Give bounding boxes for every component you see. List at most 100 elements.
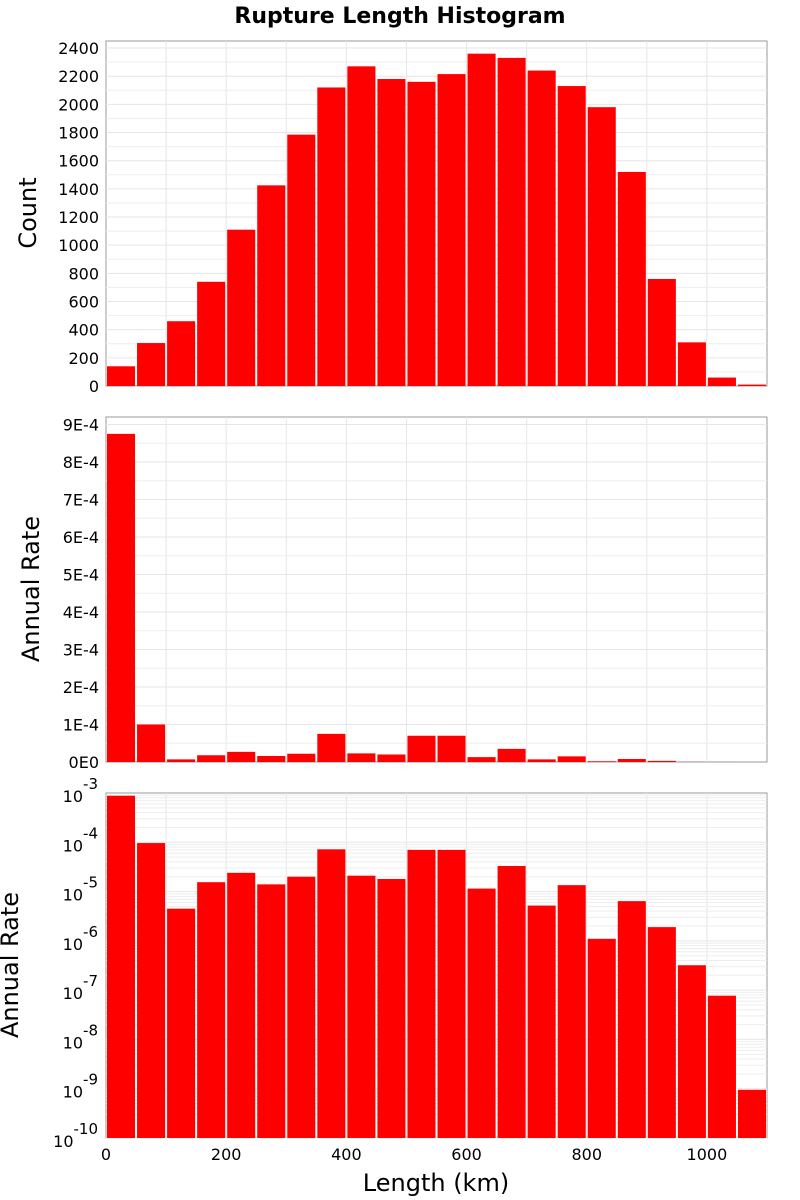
y-tick-label: 9E-4	[63, 416, 99, 435]
bar: 0.00088	[107, 795, 136, 1138]
y-tick-label: 600	[68, 293, 99, 312]
bar: 0.000018	[197, 755, 226, 762]
y-tick-label: 1600	[58, 152, 99, 171]
bar: 0.000022	[287, 753, 316, 762]
y-tick-label: 1E-4	[63, 716, 99, 735]
bar: 0.00007	[437, 849, 466, 1138]
bar: 2240	[527, 70, 556, 387]
bar: 3.2e-7	[677, 965, 706, 1138]
bar: 2160	[407, 81, 436, 386]
bar: 460	[167, 321, 196, 386]
y-tick-label: 800	[68, 264, 99, 283]
bar: 2120	[317, 87, 346, 386]
bar: 2270	[347, 66, 376, 387]
y-tick-label: 10-9	[63, 1071, 98, 1102]
bar: 2215	[437, 74, 466, 387]
bar: 0.000023	[347, 753, 376, 762]
plot-area	[105, 416, 768, 763]
y-tick-label: 0	[89, 377, 99, 396]
x-tick-label: 1000	[687, 1145, 728, 1164]
bar: 0.0000135	[557, 885, 586, 1138]
y-tick-label: 7E-4	[63, 491, 99, 510]
y-tick-label: 10-8	[63, 1021, 98, 1052]
bar: 760	[647, 278, 676, 386]
y-tick-label: 10-4	[63, 824, 98, 855]
y-tick-label: 1400	[58, 180, 99, 199]
bar: 0.0000045	[167, 908, 196, 1138]
bar: 0.0000019	[647, 927, 676, 1138]
bar: 740	[197, 281, 226, 386]
y-tick-label: 200	[68, 349, 99, 368]
y-tick-label: 10-10	[53, 1120, 98, 1151]
bar: 0.000021	[347, 875, 376, 1138]
x-tick-label: 0	[101, 1145, 111, 1164]
y-tick-label: 400	[68, 321, 99, 340]
y-tick-label: 10-3	[63, 775, 98, 806]
bar: 0.000072	[317, 849, 346, 1138]
y-tick-label: 2000	[58, 95, 99, 114]
y-tick-label: 2400	[58, 39, 99, 58]
bar: 0.0000052	[527, 905, 556, 1138]
bar: 0.0000155	[197, 882, 226, 1138]
bar: 0.0000965	[137, 843, 166, 1138]
bar: 0.000014	[257, 884, 286, 1138]
bar: 0.0000011	[587, 938, 616, 1138]
chart-panel-1: 1403054607401110142517852120227021802160…	[14, 39, 768, 396]
y-tick-label: 1000	[58, 236, 99, 255]
bar: 0.00007	[407, 735, 436, 762]
bar: 0.000024	[227, 872, 256, 1138]
y-tick-label: 2200	[58, 67, 99, 86]
bar: 1785	[287, 134, 316, 386]
bar: 0.000035	[497, 748, 526, 762]
bar: 0.000033	[497, 866, 526, 1138]
bar: 1110	[227, 229, 256, 386]
y-tick-label: 4E-4	[63, 603, 99, 622]
bar: 1425	[257, 185, 286, 386]
bar: 0.000018	[377, 878, 406, 1138]
bar: 0.00007	[437, 735, 466, 762]
bar: 0.000007	[167, 759, 196, 762]
y-tick-label: 3E-4	[63, 641, 99, 660]
chart-panel-3: 0.000880.00009650.00000450.00001550.0000…	[0, 775, 768, 1164]
bar: 310	[677, 342, 706, 386]
bar: 305	[137, 343, 166, 386]
x-tick-label: 400	[331, 1145, 362, 1164]
y-tick-label: 8E-4	[63, 453, 99, 472]
y-tick-label: 2E-4	[63, 678, 99, 697]
bar: 0.000002	[587, 761, 616, 762]
y-axis-label: Count	[14, 177, 42, 248]
y-tick-label: 1800	[58, 124, 99, 143]
y-tick-label: 5E-4	[63, 566, 99, 585]
bar: 0.000015	[557, 756, 586, 762]
bar: 60	[707, 377, 736, 386]
bar: 0.0000064	[617, 901, 646, 1138]
chart-title: Rupture Length Histogram	[234, 4, 565, 29]
bar: 0.000016	[257, 756, 286, 762]
bar: 0.00002	[377, 754, 406, 762]
bar: 0.0000115	[467, 888, 496, 1138]
bar: 0.000075	[317, 733, 346, 762]
bar: 2360	[467, 53, 496, 387]
bar: 9.5e-10	[737, 1089, 766, 1138]
x-tick-label: 200	[211, 1145, 242, 1164]
bar: 0.00007	[407, 849, 436, 1138]
y-tick-label: 6E-4	[63, 528, 99, 547]
chart-panel-2: 0.0008750.00010.0000070.0000180.0000270.…	[17, 416, 768, 772]
bar: 2180	[377, 79, 406, 386]
bar: 7.7e-8	[707, 995, 736, 1138]
y-tick-label: 10-7	[63, 972, 98, 1003]
y-axis-label: Annual Rate	[0, 892, 24, 1038]
bar: 1520	[617, 171, 646, 386]
x-tick-label: 800	[571, 1145, 602, 1164]
bar: 0.000013	[467, 757, 496, 762]
y-tick-label: 0E0	[69, 753, 99, 772]
bar: 0.000003	[647, 760, 676, 762]
x-axis-label: Length (km)	[363, 1169, 509, 1197]
bar: 0.000008	[617, 759, 646, 762]
y-axis-label: Annual Rate	[17, 516, 45, 662]
bar: 2130	[557, 86, 586, 387]
bar: 0.000027	[227, 751, 256, 762]
bar: 2330	[497, 57, 526, 387]
